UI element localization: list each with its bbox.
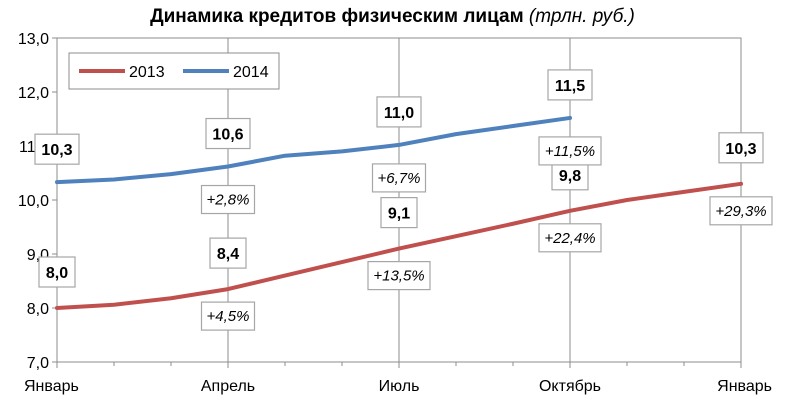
growth-label: +29,3% [709,196,773,226]
data-label-text: 9,1 [388,206,410,223]
data-label: 9,1 [380,197,418,229]
x-tick-label: Апрель [201,378,255,395]
data-label-text: 8,4 [217,246,239,263]
chart-title-main: Динамика кредитов физическим лицам [150,6,524,27]
growth-label: +13,5% [367,261,431,291]
growth-label-box [538,223,602,253]
data-label-text: 11,5 [555,78,585,95]
data-label: 10,6 [205,117,251,150]
growth-label-box [538,136,602,166]
data-label-box [34,133,80,165]
data-label-text: 10,3 [725,141,756,158]
chart-title: Динамика кредитов физическим лицам (трлн… [0,6,785,28]
data-label-text: 10,3 [41,142,72,159]
series-line-2014 [55,115,572,185]
data-label-box [209,237,247,269]
legend-label: 2013 [129,64,165,81]
data-label-text: 8,0 [46,265,68,282]
growth-label: +4,5% [200,301,256,331]
growth-label-text: +2,8% [207,192,250,209]
growth-label-text: +11,5% [545,143,595,160]
y-tick-label: 13,0 [18,31,49,48]
data-label: 11,5 [547,69,593,101]
y-tick-label: 12,0 [18,85,49,102]
y-tick-label: 10,0 [18,193,49,210]
growth-label-box [371,163,427,193]
chart-title-unit: (трлн. руб.) [528,6,635,27]
data-label-box [380,197,418,229]
series-line-2013 [55,181,743,310]
data-label-box [718,132,764,164]
data-label: 8,0 [38,256,76,288]
growth-label-box [200,301,256,331]
growth-label-box [200,184,256,215]
data-label: 10,3 [34,133,80,165]
data-label-box [376,96,422,128]
legend: 2013 2014 [68,52,280,90]
growth-label-text: +22,4% [544,230,595,247]
growth-label-box [367,261,431,291]
data-label: 11,0 [376,96,422,128]
y-tick-label: 7,0 [27,355,49,372]
x-tick-label: Июль [379,378,420,395]
growth-label-text: +29,3% [715,203,766,220]
data-label-text: 11,0 [384,105,414,122]
data-label-box [547,69,593,101]
data-label-box [205,117,251,150]
x-tick-label: Январь [24,378,79,395]
growth-label: +2,8% [200,184,256,215]
growth-label-text: +6,7% [378,170,421,187]
growth-label-text: +13,5% [373,268,424,285]
growth-label-box [709,196,773,226]
data-label-text: 10,6 [212,127,243,144]
y-tick-label: 8,0 [27,301,49,318]
x-tick-label: Октябрь [539,378,601,395]
data-label-text: 9,8 [559,168,581,185]
data-label: 10,3 [718,132,764,164]
growth-label: +11,5% [538,136,602,166]
legend-label: 2014 [233,64,269,81]
growth-label: +22,4% [538,223,602,253]
growth-label-text: +4,5% [207,308,250,325]
growth-label: +6,7% [371,163,427,193]
data-label: 8,4 [209,237,247,269]
data-label-box [38,256,76,288]
x-tick-label: Январь [717,378,772,395]
